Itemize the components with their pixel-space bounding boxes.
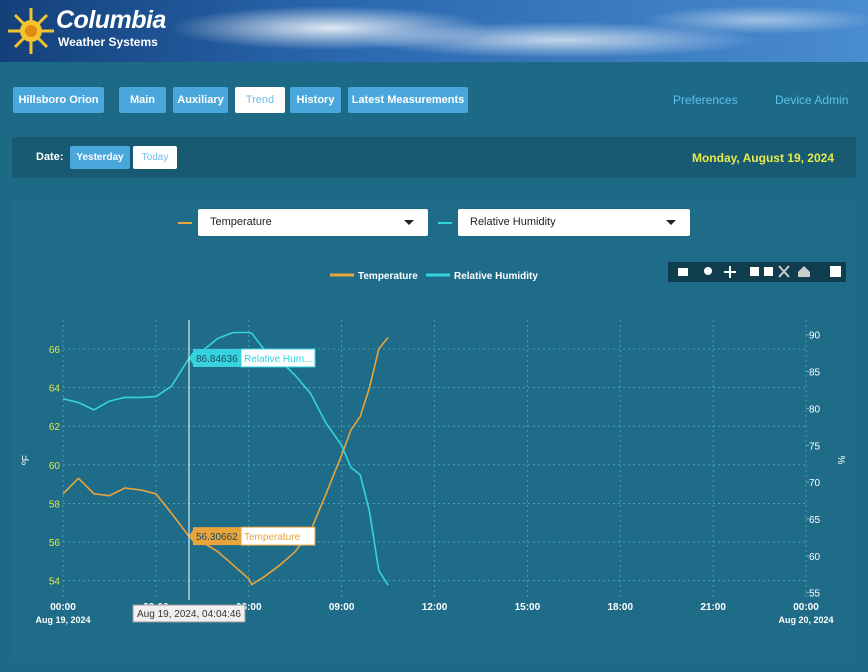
date-bar: Date: Yesterday Today Monday, August 19, … (12, 137, 856, 178)
legend-label: Relative Humidity (454, 271, 538, 282)
x-tick-label: 15:00 (515, 602, 541, 613)
series-selector[interactable]: Relative Humidity (458, 209, 690, 236)
home-icon[interactable] (798, 266, 810, 277)
y2-tick-label: 85 (809, 368, 821, 379)
tooltip-name-bg (240, 348, 316, 368)
x-tick-label: 00:00 (793, 602, 819, 613)
header: Columbia Weather Systems (0, 0, 868, 62)
selector-swatch (178, 222, 192, 224)
x-tick-label: 06:00 (236, 602, 262, 613)
toolbar (668, 262, 846, 282)
y-tick-label: 66 (49, 345, 61, 356)
tooltip-value-bg (193, 348, 242, 367)
logo-sun (8, 8, 54, 54)
tooltip-value-bg (193, 527, 242, 546)
current-date: Monday, August 19, 2024 (691, 151, 834, 165)
y2-tick-label: 60 (809, 552, 821, 563)
chart: 54565860626466556065707580859000:0003:00… (21, 262, 846, 625)
y2-tick-label: 65 (809, 515, 821, 526)
selector-text: Temperature (210, 216, 272, 228)
tooltip-value: 56.30662 (196, 532, 238, 543)
tooltip-pointer (189, 528, 195, 545)
tagline: Weather Systems (58, 35, 158, 49)
autoscale-icon[interactable] (778, 265, 790, 278)
y-axis-label: ºF (21, 455, 32, 465)
tab-button[interactable]: History (290, 87, 341, 113)
y2-tick-label: 90 (809, 331, 821, 342)
zoom-in-icon[interactable] (750, 267, 759, 276)
selector-text: Relative Humidity (470, 216, 556, 228)
y2-tick-label: 70 (809, 478, 821, 489)
x-date-label: Aug 20, 2024 (778, 615, 833, 625)
crosshair-label: Aug 19, 2024, 04:04:46 (137, 609, 241, 620)
y2-axis-label: % (835, 456, 846, 465)
x-tick-label: 09:00 (329, 602, 355, 613)
tooltip-value: 86.84636 (196, 354, 238, 365)
tooltip-pointer (189, 349, 195, 366)
x-tick-label: 18:00 (607, 602, 633, 613)
tab-button[interactable]: Latest Measurements (348, 87, 468, 113)
x-tick-label: 21:00 (700, 602, 726, 613)
x-tick-label: 12:00 (422, 602, 448, 613)
tab-button[interactable]: Auxiliary (173, 87, 228, 113)
legend-label: Temperature (358, 271, 418, 282)
series-line (62, 331, 389, 586)
crosshair-label-bg (132, 604, 246, 623)
y2-tick-label: 55 (809, 589, 821, 600)
series-line (62, 336, 389, 586)
date-button[interactable]: Yesterday (70, 146, 130, 169)
series-selector[interactable]: Temperature (198, 209, 428, 236)
y-tick-label: 64 (49, 384, 61, 395)
device-admin-link[interactable]: Device Admin (775, 93, 849, 107)
zoom-out-icon[interactable] (764, 267, 773, 276)
y-tick-label: 60 (49, 461, 61, 472)
tooltip-name: Temperature (244, 532, 301, 543)
x-date-label: Aug 19, 2024 (35, 615, 90, 625)
y-tick-label: 62 (49, 422, 61, 433)
tab-button[interactable]: Trend (235, 87, 285, 113)
tooltip-name-bg (240, 526, 316, 546)
y-tick-label: 54 (49, 577, 61, 588)
x-tick-label: 00:00 (50, 602, 76, 613)
date-button[interactable]: Today (133, 146, 177, 169)
station-button[interactable]: Hillsboro Orion (13, 87, 104, 113)
tab-button[interactable]: Main (119, 87, 166, 113)
y-tick-label: 56 (49, 538, 61, 549)
date-label: Date: (36, 151, 64, 163)
brand: Columbia (56, 6, 166, 34)
pan-icon[interactable] (724, 266, 736, 278)
camera-icon[interactable] (678, 268, 688, 276)
selector-swatch (438, 222, 452, 224)
y-tick-label: 58 (49, 499, 61, 510)
y2-tick-label: 80 (809, 404, 821, 415)
tooltip-name: Relative Hum... (244, 354, 312, 365)
preferences-link[interactable]: Preferences (673, 93, 738, 107)
logo-icon[interactable] (830, 266, 841, 277)
y2-tick-label: 75 (809, 441, 821, 452)
zoom-icon[interactable] (704, 267, 712, 275)
